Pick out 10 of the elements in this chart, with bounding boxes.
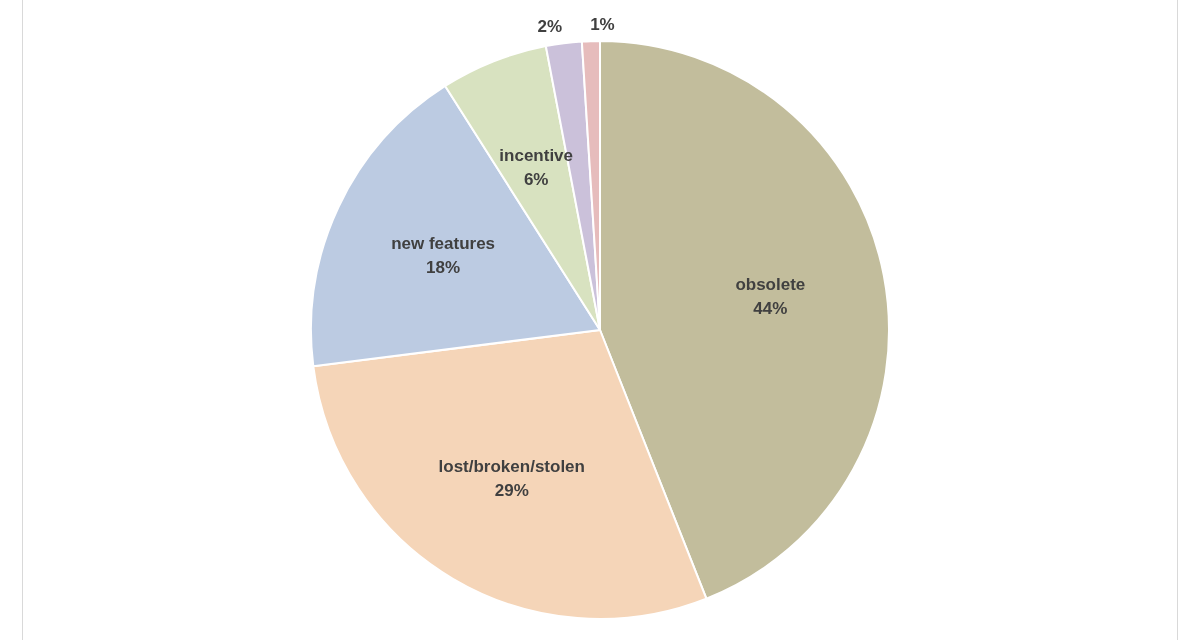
slice-label: new features: [391, 233, 496, 253]
slice-label: incentive: [499, 146, 574, 166]
data-label: 44%: [753, 299, 788, 319]
slice-label: obsolete: [735, 275, 806, 295]
data-label: 29%: [494, 480, 529, 500]
data-label: 18%: [426, 257, 461, 277]
data-label: 1%: [590, 14, 615, 34]
data-label: 2%: [537, 17, 563, 37]
data-label: 6%: [523, 170, 549, 190]
slice-label: lost/broken/stolen: [438, 456, 585, 476]
